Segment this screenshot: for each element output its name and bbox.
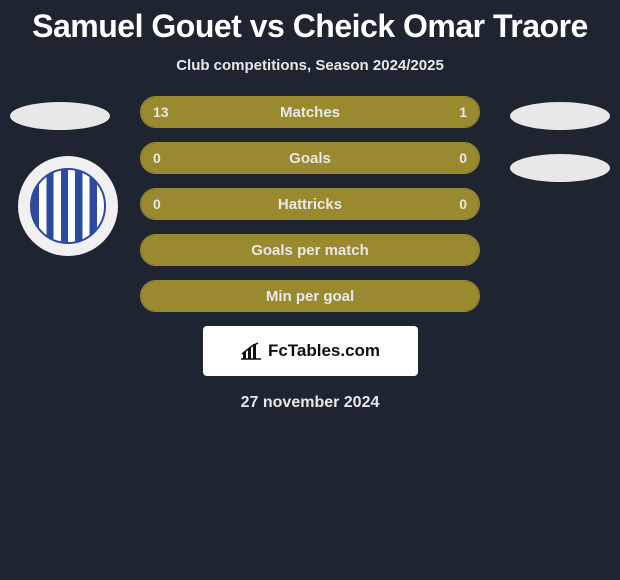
stat-value-right: 0 xyxy=(459,189,467,219)
stat-value-right: 0 xyxy=(459,143,467,173)
stat-row-matches: 13 Matches 1 xyxy=(140,96,480,128)
stat-rows: 13 Matches 1 0 Goals 0 0 Hattricks 0 Goa… xyxy=(140,96,480,312)
stat-row-goals: 0 Goals 0 xyxy=(140,142,480,174)
page-title: Samuel Gouet vs Cheick Omar Traore xyxy=(0,0,620,45)
stat-row-goals-per-match: Goals per match xyxy=(140,234,480,266)
bar-chart-icon xyxy=(240,342,262,360)
stat-value-right: 1 xyxy=(459,97,467,127)
stat-label: Min per goal xyxy=(141,288,479,305)
stat-label: Goals per match xyxy=(141,242,479,259)
club-crest-icon xyxy=(30,168,106,244)
comparison-panel: 13 Matches 1 0 Goals 0 0 Hattricks 0 Goa… xyxy=(0,96,620,412)
stat-label: Matches xyxy=(141,104,479,121)
stat-row-min-per-goal: Min per goal xyxy=(140,280,480,312)
player-club-badge-right xyxy=(510,154,610,182)
player-badge-right xyxy=(510,102,610,130)
stat-label: Hattricks xyxy=(141,196,479,213)
stat-label: Goals xyxy=(141,150,479,167)
infographic-date: 27 november 2024 xyxy=(0,394,620,412)
branding-text: FcTables.com xyxy=(268,341,380,361)
page-subtitle: Club competitions, Season 2024/2025 xyxy=(0,57,620,74)
stat-row-hattricks: 0 Hattricks 0 xyxy=(140,188,480,220)
player-club-logo-left xyxy=(18,156,118,256)
branding-box: FcTables.com xyxy=(203,326,418,376)
player-badge-left xyxy=(10,102,110,130)
